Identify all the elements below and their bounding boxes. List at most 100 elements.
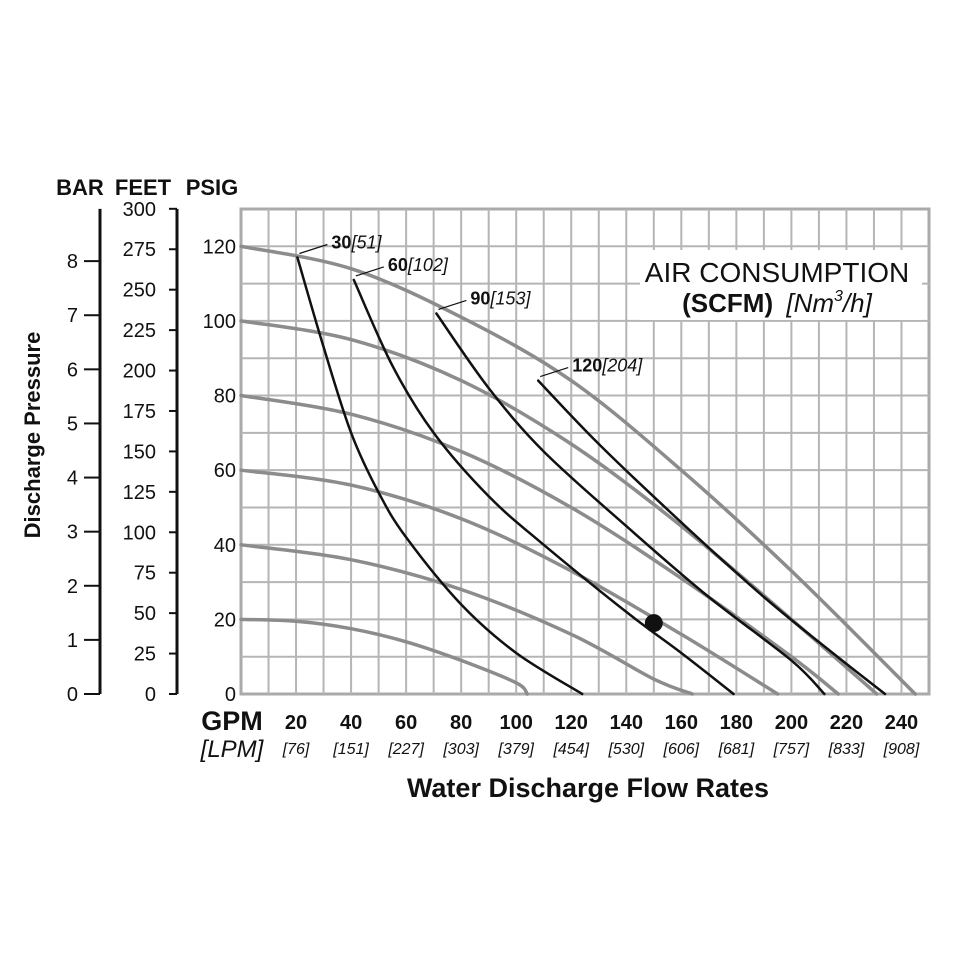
air-curve-label-metric: [153] — [489, 288, 531, 308]
x-tick-lpm-label: [454] — [552, 741, 589, 758]
air-curve-label-value: 60 — [388, 255, 408, 275]
x-tick-label: 100 — [500, 712, 533, 734]
air-curve-leader-60 — [355, 266, 385, 277]
x-unit-primary: GPM — [201, 706, 263, 736]
x-tick-lpm-label: [833] — [828, 741, 865, 758]
pressure-curve-60-psig — [239, 468, 780, 696]
x-tick-label: 120 — [555, 712, 588, 734]
operating-point-layer — [644, 614, 663, 633]
x-tick-label: 80 — [450, 712, 472, 734]
bar-tick-label: 8 — [67, 251, 78, 273]
air-curve-label-metric: [102] — [407, 255, 449, 275]
legend-unit-italic-suffix: /h] — [841, 288, 873, 318]
legend-title: AIR CONSUMPTION — [645, 257, 909, 288]
air-curves: 30[51] 60[102] 90[153] 120[204] — [296, 233, 887, 696]
psig-tick-label: 0 — [225, 684, 236, 706]
x-tick-lpm-label: [151] — [332, 741, 369, 758]
feet-tick-label: 250 — [123, 280, 156, 302]
psig-tick-label: 120 — [203, 236, 236, 258]
x-tick-lpm-label: [530] — [607, 741, 644, 758]
air-curve-leader-120 — [540, 367, 569, 378]
bar-axis: 0 1 2 3 4 5 6 7 8 — [67, 208, 102, 706]
feet-tick-label: 275 — [123, 239, 156, 261]
psig-tick-label: 60 — [214, 460, 236, 482]
x-tick-label: 220 — [830, 712, 863, 734]
bar-tick-label: 3 — [67, 522, 78, 544]
x-tick-lpm-label: [379] — [497, 741, 534, 758]
legend: AIR CONSUMPTION (SCFM) [Nm3/h] — [640, 250, 922, 320]
x-tick-lpm-label: [303] — [442, 741, 479, 758]
feet-tick-label: 175 — [123, 401, 156, 423]
x-tick-lpm-label: [606] — [663, 741, 700, 758]
feet-tick-label: 25 — [134, 644, 156, 666]
air-curve-label-metric: [51] — [350, 233, 382, 253]
x-tick-label: 200 — [775, 712, 808, 734]
feet-tick-label: 300 — [123, 199, 156, 221]
feet-tick-label: 75 — [134, 563, 156, 585]
psig-axis-header: PSIG — [186, 175, 239, 200]
air-curve-leader-30 — [299, 243, 328, 255]
air-curve-30 — [296, 256, 584, 696]
psig-tick-label: 100 — [203, 311, 236, 333]
air-curve-label-value: 30 — [331, 233, 351, 253]
feet-axis: 0 25 50 75 100 125 150 175 200 225 250 275 300 — [123, 199, 179, 706]
x-axis-title: Water Discharge Flow Rates — [407, 773, 769, 803]
air-curve-label-30: 30[51] — [331, 233, 382, 253]
psig-tick-label: 20 — [214, 609, 236, 631]
air-curve-60 — [352, 278, 735, 696]
air-curve-label-120: 120[204] — [572, 356, 643, 376]
x-tick-lpm-label: [757] — [773, 741, 810, 758]
feet-tick-label: 0 — [145, 684, 156, 706]
x-tick-label: 180 — [720, 712, 753, 734]
bar-tick-label: 6 — [67, 359, 78, 381]
legend-unit-sup: 3 — [834, 288, 843, 305]
legend-unit-italic: [Nm — [785, 288, 834, 318]
bar-tick-label: 1 — [67, 630, 78, 652]
x-tick-label: 140 — [610, 712, 643, 734]
air-curve-90 — [435, 312, 826, 696]
legend-unit: (SCFM) [Nm3/h] — [682, 288, 872, 318]
feet-tick-label: 100 — [123, 522, 156, 544]
feet-tick-label: 125 — [123, 482, 156, 504]
x-tick-label: 240 — [885, 712, 918, 734]
legend-unit-bold: (SCFM) — [682, 288, 773, 318]
air-curve-label-60: 60[102] — [388, 255, 449, 275]
x-tick-lpm-label: [227] — [387, 741, 424, 758]
x-tick-lpm-label: [76] — [282, 741, 310, 758]
pressure-curve-120-psig — [239, 244, 917, 696]
bar-tick-label: 2 — [67, 576, 78, 598]
bar-axis-header: BAR — [56, 175, 104, 200]
operating-point — [644, 614, 663, 633]
y-axis-title: Discharge Pressure — [20, 332, 45, 539]
feet-tick-label: 50 — [134, 603, 156, 625]
air-curve-leader-90 — [438, 299, 467, 311]
pressure-curve-40-psig — [239, 543, 695, 696]
psig-axis: 0 20 40 60 80 100 120 — [203, 236, 236, 706]
x-tick-lpm-label: [908] — [883, 741, 920, 758]
air-curve-label-value: 90 — [470, 288, 490, 308]
feet-tick-label: 150 — [123, 441, 156, 463]
x-tick-label: 60 — [395, 712, 417, 734]
air-curve-label-value: 120 — [572, 356, 602, 376]
psig-tick-label: 40 — [214, 535, 236, 557]
feet-tick-label: 200 — [123, 361, 156, 383]
psig-tick-label: 80 — [214, 386, 236, 408]
bar-tick-label: 5 — [67, 413, 78, 435]
bar-tick-label: 0 — [67, 684, 78, 706]
legend-background — [640, 250, 922, 320]
pressure-curve-20-psig — [239, 617, 529, 696]
air-curve-label-90: 90[153] — [470, 288, 531, 308]
x-tick-label: 20 — [285, 712, 307, 734]
air-curve-120 — [536, 379, 887, 696]
x-unit-secondary: [LPM] — [200, 736, 265, 763]
air-curve-label-metric: [204] — [601, 356, 643, 376]
x-tick-label: 40 — [340, 712, 362, 734]
x-tick-lpm-label: [681] — [718, 741, 755, 758]
feet-axis-header: FEET — [115, 175, 172, 200]
x-axis: 20 [76] 40 [151] 60 [227] 80 [303] 100 [379] 120 [4… — [282, 712, 920, 758]
x-tick-label: 160 — [665, 712, 698, 734]
bar-tick-label: 4 — [67, 468, 78, 490]
pressure-curve-80-psig — [239, 393, 840, 696]
feet-tick-label: 225 — [123, 320, 156, 342]
